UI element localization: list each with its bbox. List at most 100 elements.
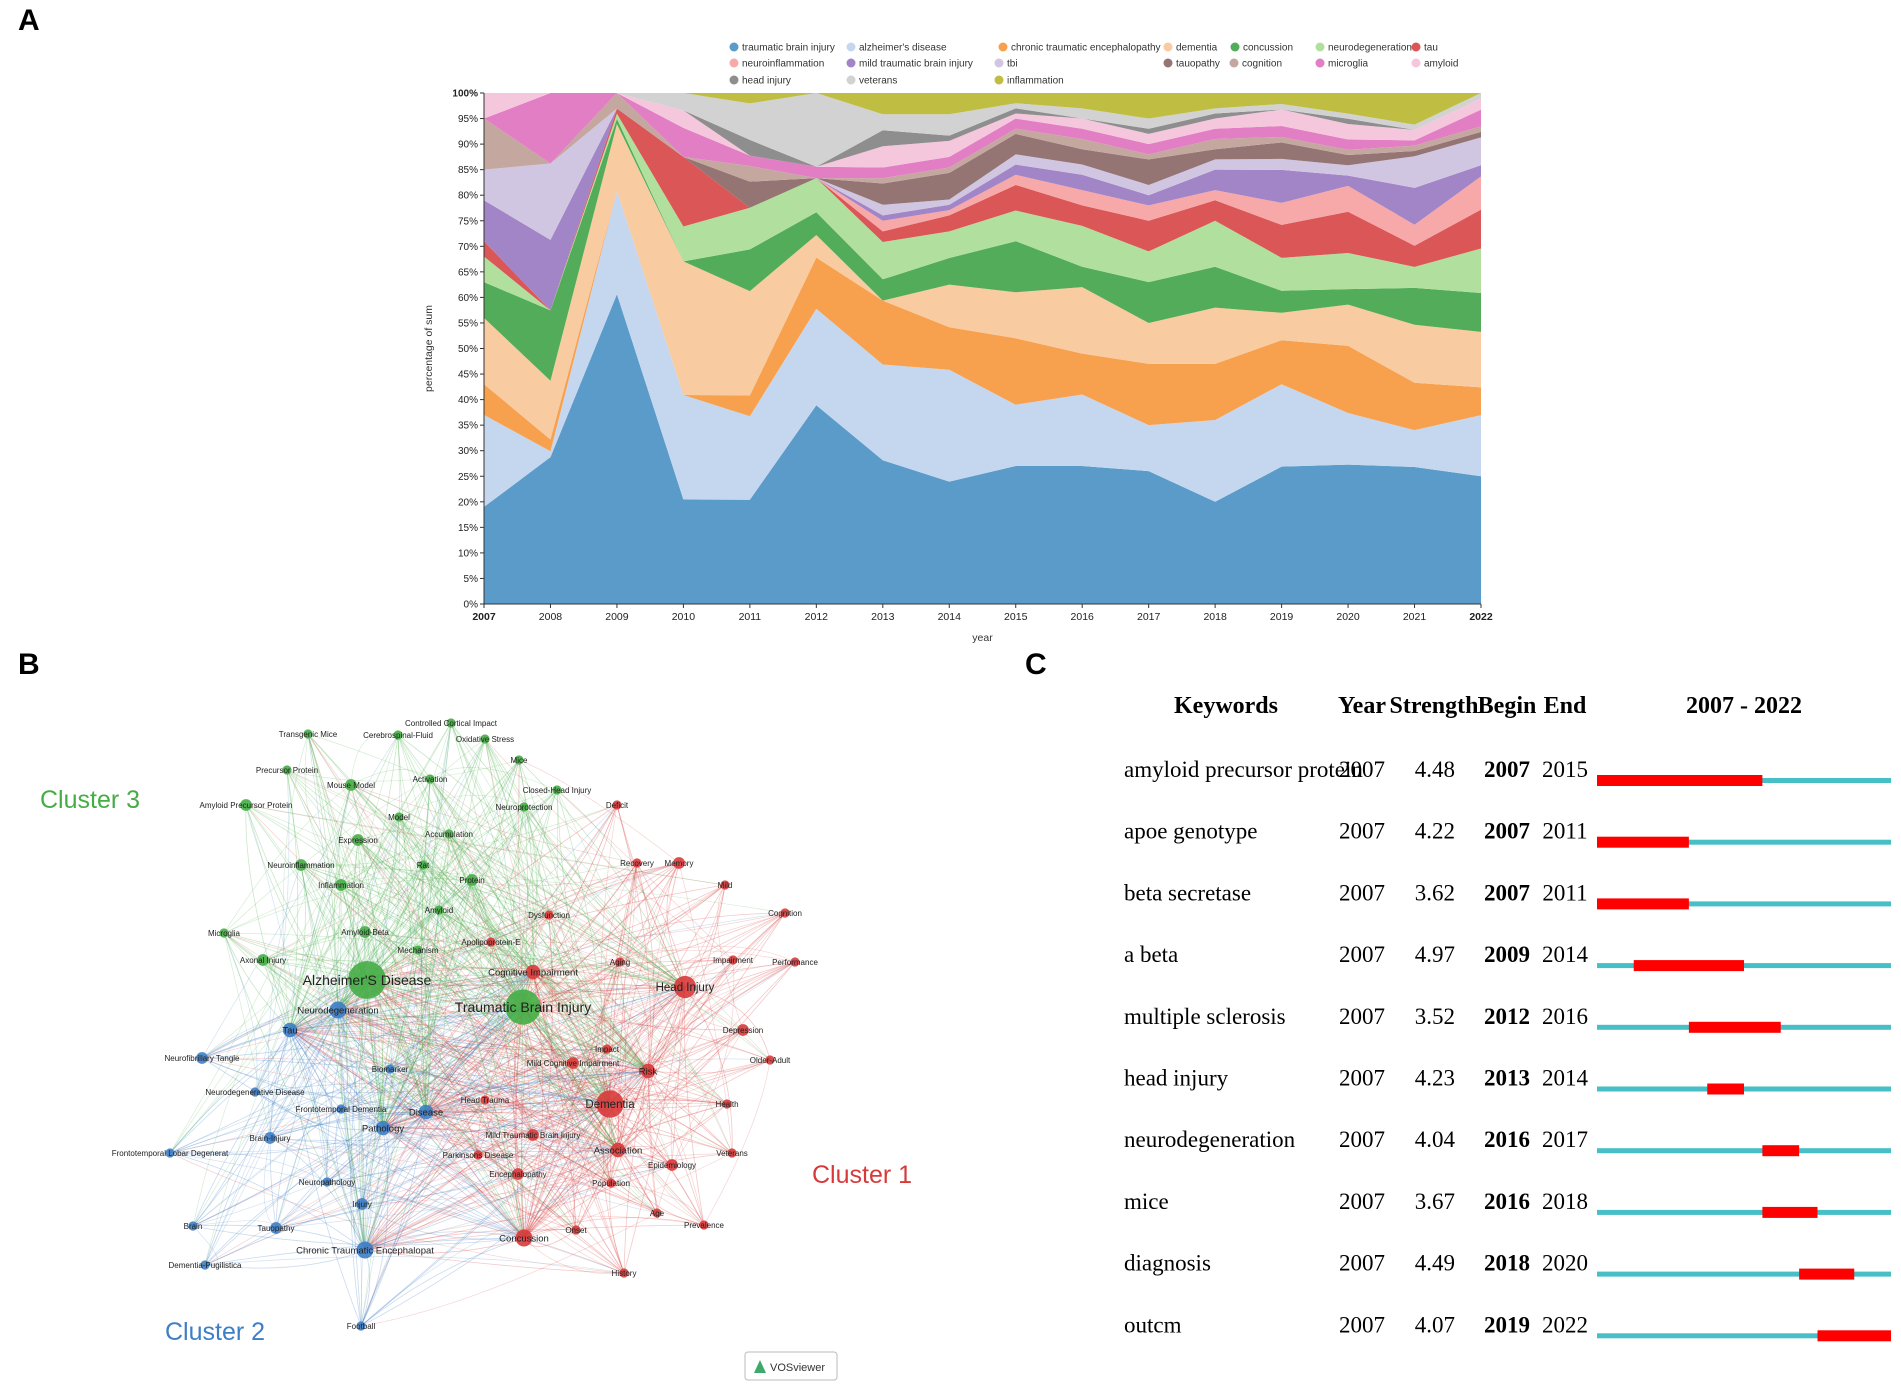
network-edge	[409, 909, 440, 951]
network-node	[250, 1087, 260, 1097]
network-node-label: Memory	[665, 859, 694, 868]
network-edge	[556, 789, 686, 988]
network-node-label: Epidemiology	[648, 1161, 696, 1170]
y-axis-title: percentage of sum	[423, 305, 435, 392]
network-edge	[364, 759, 520, 1251]
row-strength: 3.52	[1415, 1004, 1455, 1029]
network-node	[610, 1142, 626, 1158]
network-edge	[364, 931, 427, 1113]
network-edge	[245, 804, 328, 1183]
network-edge	[671, 986, 686, 1166]
network-node	[336, 1104, 346, 1114]
network-node	[480, 1095, 490, 1105]
network-edge	[425, 884, 726, 1113]
network-edge	[360, 1149, 619, 1327]
network-edge	[617, 1070, 650, 1151]
network-edge	[523, 862, 638, 1239]
row-end: 2014	[1542, 942, 1589, 967]
network-node-label: Microglia	[208, 929, 241, 938]
area-series-6	[484, 108, 1481, 311]
network-edge	[201, 971, 534, 1059]
network-node	[652, 1208, 662, 1218]
network-edge	[337, 884, 342, 1011]
network-edge	[382, 1029, 744, 1129]
y-tick-label: 50%	[458, 344, 478, 355]
cluster-label: Cluster 1	[812, 1161, 912, 1189]
network-edge	[364, 1103, 728, 1251]
network-edge	[398, 816, 431, 1113]
network-edge	[617, 1103, 728, 1151]
network-edge	[477, 1103, 611, 1156]
network-edge	[357, 839, 534, 1136]
network-edge	[192, 862, 638, 1227]
network-edge	[617, 961, 627, 1151]
y-tick-label: 55%	[458, 318, 478, 329]
network-node-label: Mechanism	[398, 946, 439, 955]
network-edge	[223, 932, 258, 1093]
network-edge	[366, 979, 728, 1105]
network-edge	[289, 722, 452, 1031]
network-edge	[289, 884, 342, 1031]
network-edge	[438, 909, 534, 973]
network-edge	[523, 1029, 744, 1239]
x-tick-label: 2009	[605, 611, 629, 623]
network-node-label: Injury	[352, 1200, 372, 1209]
network-edge	[471, 879, 649, 1072]
network-edge	[425, 986, 686, 1113]
network-node	[505, 989, 541, 1025]
network-edge	[245, 804, 726, 886]
network-edge	[169, 1152, 366, 1251]
network-edge	[289, 1029, 328, 1183]
legend-marker	[1230, 42, 1240, 52]
network-node-label: Apolipoprotein-E	[461, 938, 520, 947]
network-edge	[398, 816, 534, 973]
x-tick-label: 2010	[672, 611, 696, 623]
network-edge	[397, 734, 686, 988]
network-edge	[397, 734, 427, 1113]
network-edge	[450, 722, 524, 1008]
x-tick-label: 2014	[938, 611, 962, 623]
network-node-label: Closed-Head Injury	[523, 786, 591, 795]
network-edge	[357, 839, 619, 1151]
legend-label: alzheimer's disease	[859, 43, 947, 54]
network-edge	[289, 1006, 524, 1031]
network-node-label: Pathology	[362, 1123, 405, 1134]
network-edge	[245, 804, 744, 1031]
legend-label: head injury	[742, 76, 791, 87]
network-edge	[490, 941, 525, 1239]
network-edge	[532, 971, 705, 1226]
network-edge	[477, 1154, 577, 1231]
network-edge	[289, 941, 492, 1031]
network-edge	[289, 1029, 649, 1072]
network-edge	[350, 784, 427, 1113]
network-edge	[300, 864, 366, 1251]
network-edge	[382, 1070, 649, 1129]
network-edge	[340, 884, 534, 973]
network-edge	[366, 979, 519, 1175]
network-node	[765, 1055, 775, 1065]
y-tick-label: 45%	[458, 370, 478, 381]
network-edge	[337, 1006, 524, 1018]
network-edge	[448, 833, 611, 1105]
network-edge	[262, 959, 611, 1105]
network-edge	[337, 1009, 619, 1151]
network-edge	[269, 1137, 366, 1251]
network-node-label: Biomarker	[372, 1065, 409, 1074]
network-node-label: Mild	[718, 881, 733, 890]
stacked-area-chart: 0% 5% 10% 15% 20% 25% 30% 35% 40% 45% 50% 55% 60% 65%…	[423, 42, 1493, 644]
legend-label: inflammation	[1007, 76, 1064, 87]
network-node	[282, 1022, 298, 1038]
network-edge	[425, 1111, 619, 1151]
network-node-label: Frontotemporal Lobar Degenerat	[112, 1149, 229, 1158]
network-edge	[289, 1029, 525, 1239]
network-edge	[448, 833, 625, 1274]
network-edge	[642, 1070, 673, 1166]
network-edge	[522, 806, 528, 1008]
network-edge	[437, 738, 486, 911]
network-edge	[366, 979, 384, 1129]
network-edge	[523, 806, 538, 973]
network-node-label: Age	[650, 1209, 665, 1218]
network-edge	[223, 932, 271, 1139]
network-edge	[357, 839, 649, 1072]
network-edge	[523, 1103, 611, 1239]
